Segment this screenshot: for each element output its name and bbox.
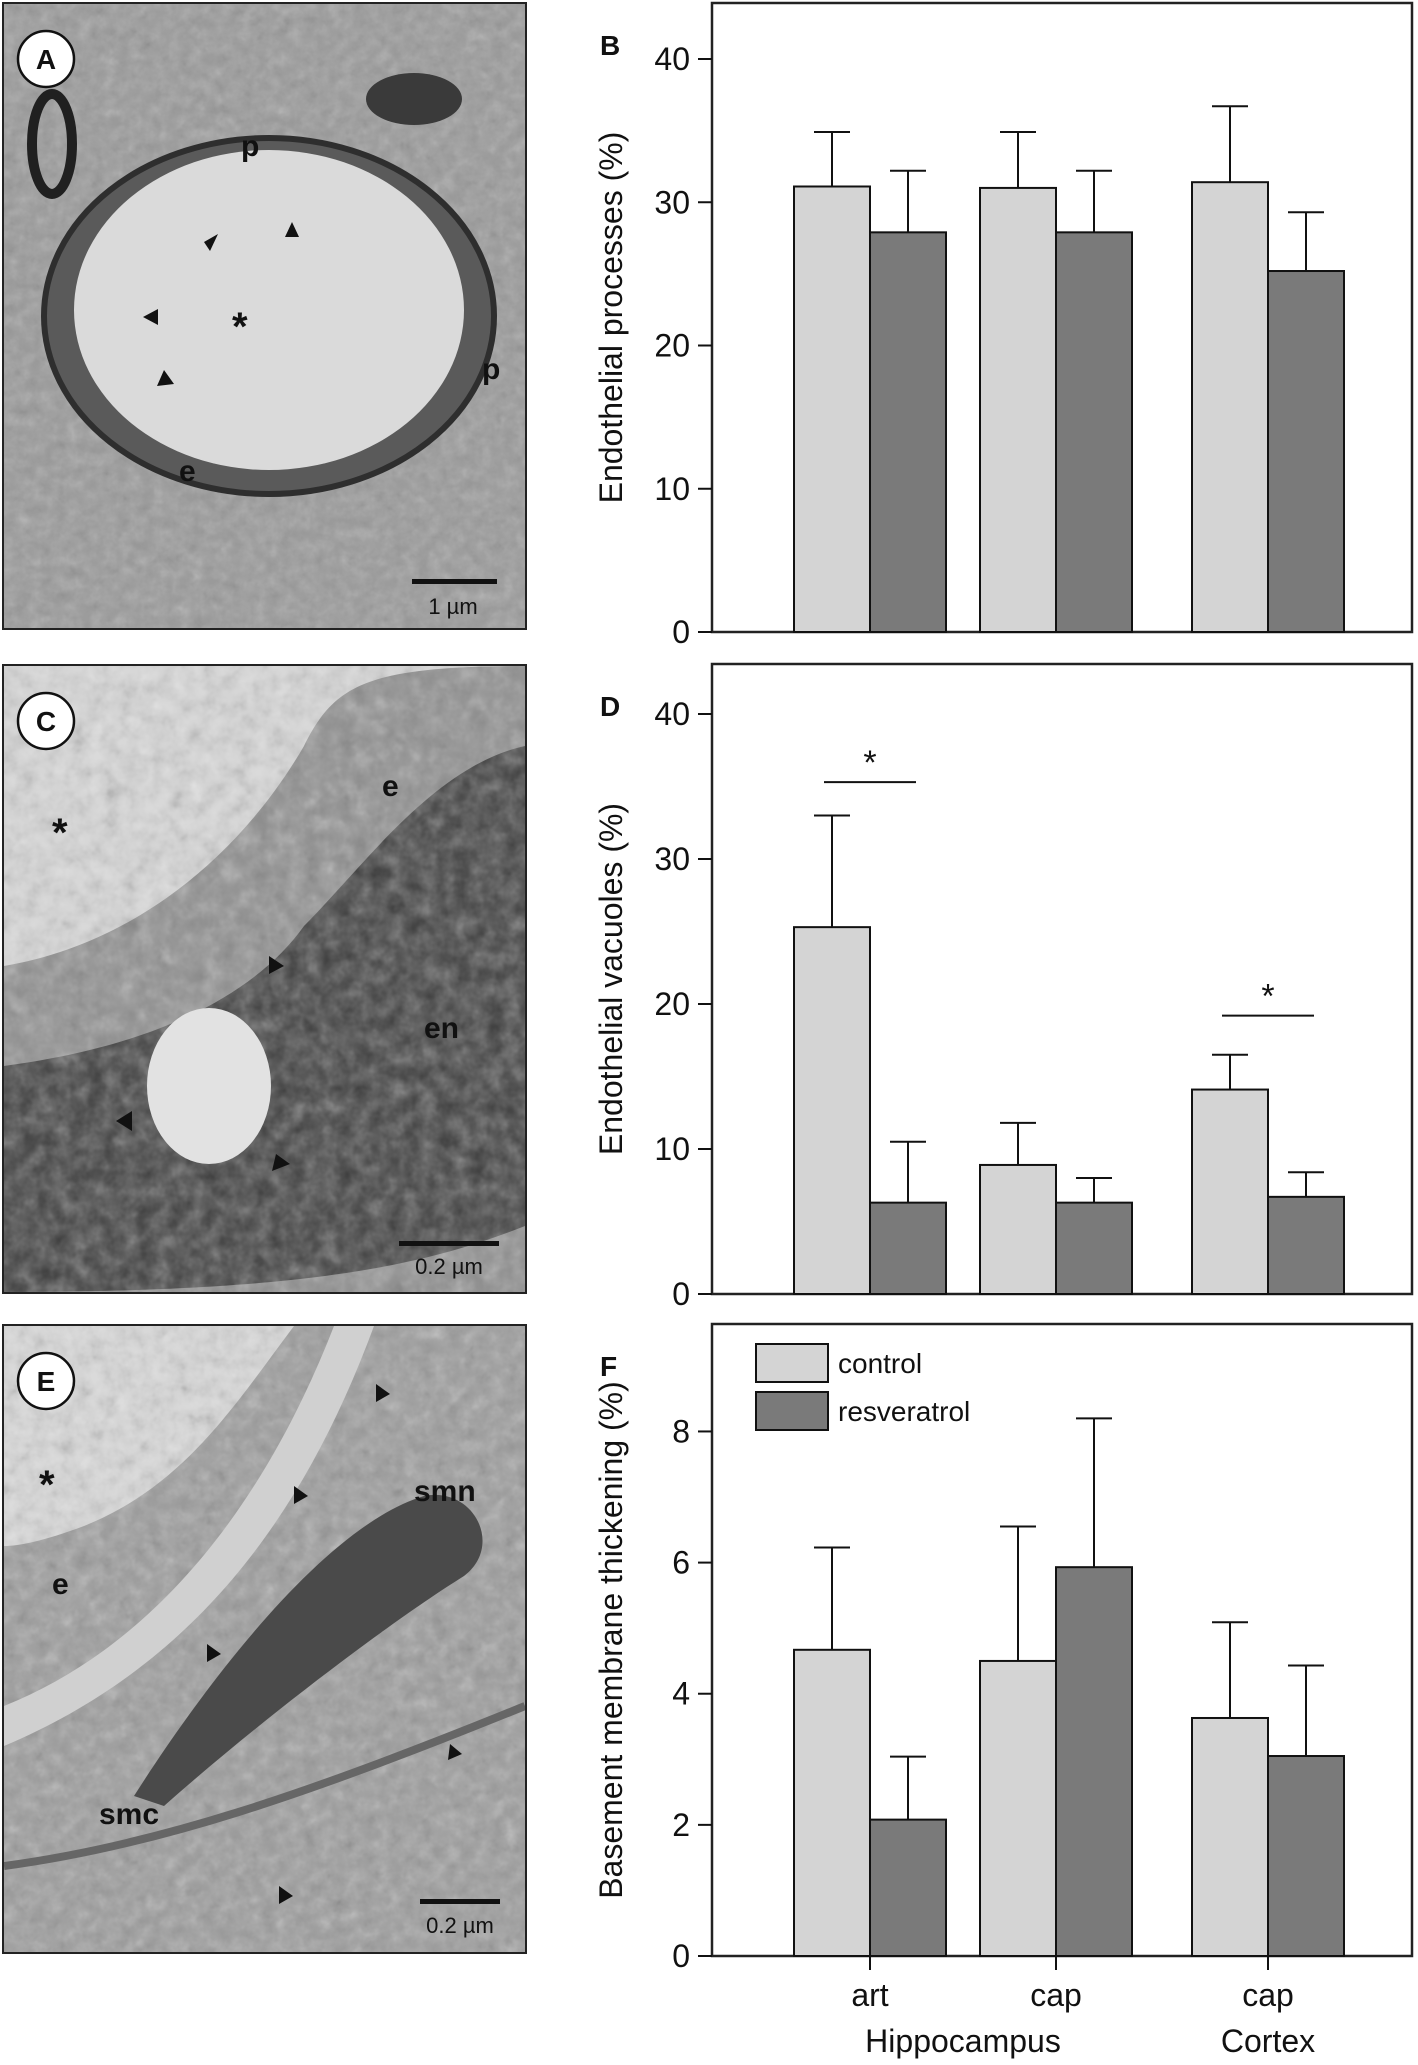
panel-letter-badge xyxy=(16,1351,76,1411)
basement-membrane xyxy=(4,1326,374,1746)
scale-bar-label: 0.2 µm xyxy=(426,1913,494,1938)
scale-bar xyxy=(399,1241,499,1246)
arrowhead xyxy=(204,234,218,251)
bar-resveratrol-0 xyxy=(869,1818,947,1957)
y-tick-label: 8 xyxy=(672,1413,690,1449)
panel-letter: D xyxy=(600,691,620,722)
panel-letter: B xyxy=(600,30,620,61)
membrane-band xyxy=(4,1702,525,1870)
bar-control-2 xyxy=(1191,1088,1269,1296)
bar-resveratrol-1 xyxy=(1055,1201,1133,1296)
bar-control-0 xyxy=(793,926,871,1296)
arrowhead xyxy=(269,956,284,974)
legend-label-control: control xyxy=(838,1348,922,1379)
smooth-muscle-nucleus xyxy=(134,1494,483,1806)
arrowhead xyxy=(272,1154,290,1171)
bar-control-2 xyxy=(1191,181,1269,633)
y-axis-label: Endothelial vacuoles (%) xyxy=(593,803,629,1155)
y-tick-label: 4 xyxy=(672,1676,690,1712)
scale-bar xyxy=(420,1899,500,1904)
label-p-top: p xyxy=(241,130,259,163)
x-tick-label: cap xyxy=(1242,1977,1294,2013)
bar-resveratrol-2 xyxy=(1267,270,1345,633)
scale-bar-label: 1 µm xyxy=(428,594,477,619)
dark-profile xyxy=(27,89,77,199)
bar-control-1 xyxy=(979,186,1057,634)
panel-letter: E xyxy=(37,1366,56,1397)
y-tick-label: 0 xyxy=(672,614,690,650)
vacuole xyxy=(147,1008,271,1164)
bar-control-1 xyxy=(979,1659,1057,1958)
bar-resveratrol-0 xyxy=(869,231,947,634)
significance-asterisk: * xyxy=(1261,978,1274,1016)
panel-letter-badge xyxy=(16,691,76,751)
bar-control-0 xyxy=(793,185,871,633)
lumen-asterisk: * xyxy=(52,811,68,855)
label-e: e xyxy=(382,770,399,803)
bar-resveratrol-0 xyxy=(869,1201,947,1296)
x-tick-label: art xyxy=(851,1977,888,2013)
micrograph-panel-c: e en * C 0.2 µm xyxy=(2,664,527,1294)
y-tick-label: 20 xyxy=(654,328,690,364)
y-tick-label: 2 xyxy=(672,1807,690,1843)
y-tick-label: 40 xyxy=(654,41,690,77)
y-tick-label: 0 xyxy=(672,1276,690,1312)
label-e: e xyxy=(52,1568,69,1601)
micrograph-panel-e: smn smc e * E 0.2 µm xyxy=(2,1324,527,1954)
dark-granule xyxy=(366,73,462,125)
micrograph-panel-a: p p e * A 1 µm xyxy=(2,2,527,630)
y-tick-label: 0 xyxy=(672,1938,690,1974)
vessel-lumen xyxy=(74,150,464,470)
label-smc: smc xyxy=(99,1798,159,1831)
x-group-label: Cortex xyxy=(1221,2023,1315,2059)
panel-letter: A xyxy=(36,44,56,75)
arrowhead xyxy=(285,222,299,237)
arrowhead xyxy=(157,370,174,386)
legend-swatch-resveratrol xyxy=(755,1391,829,1431)
y-tick-label: 10 xyxy=(654,471,690,507)
y-tick-label: 20 xyxy=(654,986,690,1022)
legend-swatch-control xyxy=(755,1343,829,1383)
y-axis-label: Endothelial processes (%) xyxy=(593,132,629,504)
x-group-label: Hippocampus xyxy=(865,2023,1061,2059)
arrowhead xyxy=(294,1486,308,1504)
bar-control-1 xyxy=(979,1163,1057,1295)
label-e: e xyxy=(179,455,196,488)
y-tick-label: 10 xyxy=(654,1131,690,1167)
bar-control-0 xyxy=(793,1648,871,1958)
scale-bar xyxy=(412,579,497,584)
bar-resveratrol-1 xyxy=(1055,231,1133,634)
bar-resveratrol-2 xyxy=(1267,1195,1345,1295)
lumen-asterisk: * xyxy=(232,305,248,349)
arrowhead xyxy=(448,1744,462,1760)
panel-letter: C xyxy=(36,706,56,737)
lumen-asterisk: * xyxy=(39,1463,55,1507)
arrowhead xyxy=(143,309,158,325)
x-tick-label: cap xyxy=(1030,1977,1082,2013)
panel-letter: F xyxy=(600,1351,617,1382)
bar-resveratrol-1 xyxy=(1055,1566,1133,1957)
arrowhead xyxy=(207,1644,221,1662)
label-p-right: p xyxy=(482,353,500,386)
scale-bar-label: 0.2 µm xyxy=(415,1254,483,1279)
panel-letter-badge xyxy=(16,29,76,89)
y-tick-label: 6 xyxy=(672,1545,690,1581)
bar-control-2 xyxy=(1191,1716,1269,1958)
arrowhead xyxy=(116,1111,132,1131)
y-tick-label: 30 xyxy=(654,184,690,220)
label-smn: smn xyxy=(414,1475,476,1508)
y-tick-label: 40 xyxy=(654,696,690,732)
y-axis-label: Basement membrane thickening (%) xyxy=(593,1381,629,1899)
label-en: en xyxy=(424,1012,459,1045)
arrowhead xyxy=(279,1886,293,1904)
y-tick-label: 30 xyxy=(654,841,690,877)
significance-asterisk: * xyxy=(863,744,876,782)
arrowhead xyxy=(376,1384,390,1402)
bar-resveratrol-2 xyxy=(1267,1755,1345,1958)
legend-label-resveratrol: resveratrol xyxy=(838,1396,970,1427)
